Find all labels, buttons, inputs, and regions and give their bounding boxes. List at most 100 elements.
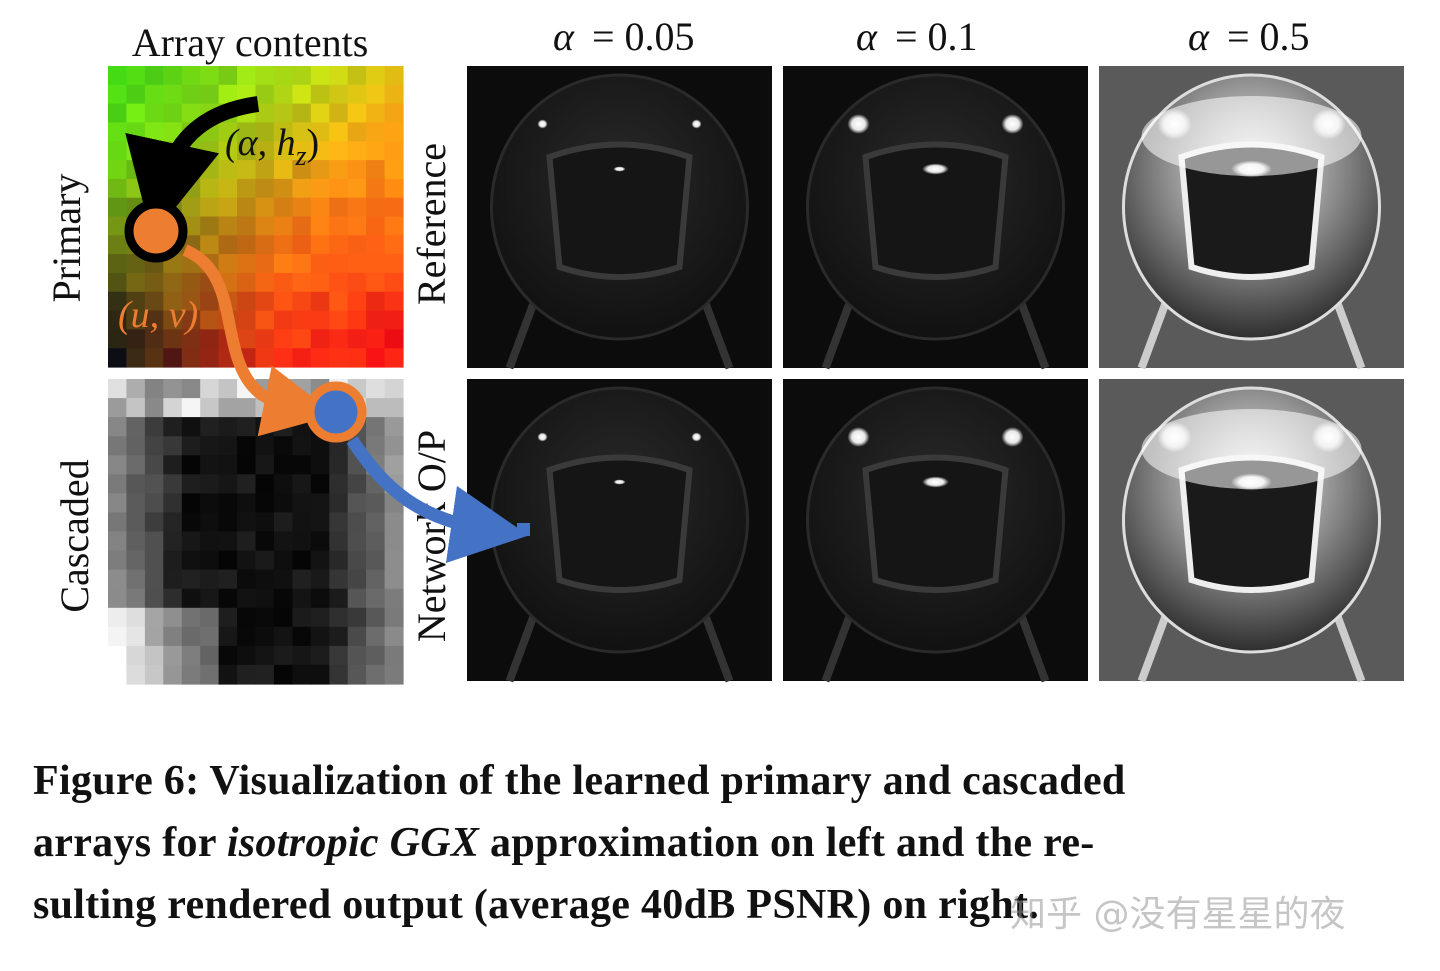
cascaded-cell bbox=[310, 512, 330, 533]
primary-cell bbox=[384, 272, 404, 293]
cascaded-cell bbox=[126, 379, 146, 399]
cascaded-cell bbox=[218, 569, 238, 590]
cascaded-cell bbox=[108, 626, 127, 647]
cascaded-cell bbox=[347, 626, 367, 647]
cascaded-cell bbox=[108, 607, 127, 628]
primary-cell bbox=[347, 160, 367, 180]
cascaded-cell bbox=[310, 607, 330, 628]
render-panel-reference-2 bbox=[783, 66, 1088, 370]
cascaded-cell bbox=[310, 455, 330, 475]
cascaded-cell bbox=[384, 512, 404, 533]
cascaded-cell bbox=[384, 664, 404, 685]
cascaded-cell bbox=[200, 550, 220, 571]
primary-cell bbox=[108, 122, 127, 142]
primary-cell bbox=[366, 197, 386, 218]
primary-cell bbox=[273, 84, 293, 105]
cascaded-cell bbox=[292, 550, 312, 571]
cascaded-cell bbox=[163, 379, 183, 399]
cascaded-cell bbox=[126, 588, 146, 609]
cascaded-cell bbox=[144, 417, 164, 437]
cascaded-cell bbox=[126, 512, 146, 533]
cascaded-cell bbox=[237, 417, 257, 437]
render-panel-network-3 bbox=[1099, 379, 1404, 683]
cascaded-cell bbox=[218, 588, 238, 609]
cascaded-cell bbox=[329, 550, 349, 571]
primary-cell bbox=[366, 103, 386, 123]
primary-cell bbox=[292, 122, 312, 142]
cascaded-cell bbox=[126, 455, 146, 475]
cascaded-cell bbox=[181, 664, 201, 685]
cascaded-cell bbox=[218, 398, 238, 418]
primary-cell bbox=[366, 310, 386, 330]
primary-cell bbox=[366, 254, 386, 274]
cascaded-cell bbox=[126, 436, 146, 456]
primary-cell bbox=[292, 235, 312, 255]
primary-cell bbox=[366, 348, 386, 368]
cascaded-cell bbox=[144, 664, 164, 685]
primary-cell bbox=[366, 66, 386, 86]
primary-cell bbox=[292, 197, 312, 218]
alpha-hz-annotation: (α, hz) bbox=[225, 122, 319, 172]
cascaded-cell bbox=[384, 455, 404, 475]
primary-cell bbox=[108, 329, 127, 349]
cascaded-cell bbox=[366, 607, 386, 628]
primary-cell bbox=[126, 254, 146, 274]
cascaded-cell bbox=[366, 588, 386, 609]
primary-cell bbox=[347, 103, 367, 123]
alpha-header-3: α = 0.5 bbox=[1188, 14, 1310, 59]
primary-cell bbox=[310, 141, 330, 161]
cascaded-cell bbox=[218, 645, 238, 666]
primary-cell bbox=[218, 160, 238, 180]
primary-cell bbox=[237, 141, 257, 161]
primary-cell bbox=[255, 160, 275, 180]
network-label: Network O/P bbox=[409, 430, 454, 642]
reference-label: Reference bbox=[409, 143, 454, 305]
cascaded-cell bbox=[163, 550, 183, 571]
primary-cell bbox=[163, 84, 183, 105]
cascaded-cell bbox=[108, 588, 127, 609]
primary-cell bbox=[237, 235, 257, 255]
primary-cell bbox=[200, 84, 220, 105]
cascaded-sample-point bbox=[305, 381, 367, 443]
cascaded-cell bbox=[255, 569, 275, 590]
caption-line-3: sulting rendered output (average 40dB PS… bbox=[33, 882, 1040, 928]
cascaded-cell bbox=[181, 531, 201, 552]
cascaded-cell bbox=[181, 398, 201, 418]
primary-cell bbox=[329, 310, 349, 330]
cascaded-cell bbox=[181, 455, 201, 475]
primary-cell bbox=[366, 141, 386, 161]
cascaded-cell bbox=[255, 474, 275, 494]
primary-cell bbox=[310, 160, 330, 180]
svg-text:(α, hz): (α, hz) bbox=[225, 122, 319, 172]
primary-cell bbox=[273, 216, 293, 236]
cascaded-cell bbox=[181, 417, 201, 437]
primary-cell bbox=[347, 66, 367, 86]
primary-cell bbox=[181, 329, 201, 349]
cascaded-cell bbox=[384, 436, 404, 456]
primary-cell bbox=[237, 272, 257, 293]
cascaded-cell bbox=[329, 569, 349, 590]
cascaded-cell bbox=[310, 588, 330, 609]
primary-cell bbox=[144, 348, 164, 368]
cascaded-cell bbox=[237, 569, 257, 590]
cascaded-cell bbox=[292, 531, 312, 552]
primary-cell bbox=[347, 235, 367, 255]
primary-cell bbox=[126, 178, 146, 199]
output-pixel-marker bbox=[517, 523, 530, 536]
cascaded-cell bbox=[329, 474, 349, 494]
primary-cell bbox=[126, 66, 146, 86]
cascaded-cell bbox=[200, 607, 220, 628]
cascaded-cell bbox=[273, 512, 293, 533]
cascaded-cell bbox=[292, 493, 312, 514]
primary-cell bbox=[310, 329, 330, 349]
cascaded-cell bbox=[366, 417, 386, 437]
primary-cell bbox=[384, 178, 404, 199]
primary-cell bbox=[273, 160, 293, 180]
primary-cell bbox=[347, 197, 367, 218]
primary-cell bbox=[273, 310, 293, 330]
primary-cell bbox=[255, 178, 275, 199]
primary-label: Primary bbox=[44, 174, 89, 303]
primary-cell bbox=[329, 178, 349, 199]
primary-cell bbox=[181, 272, 201, 293]
cascaded-cell bbox=[255, 493, 275, 514]
